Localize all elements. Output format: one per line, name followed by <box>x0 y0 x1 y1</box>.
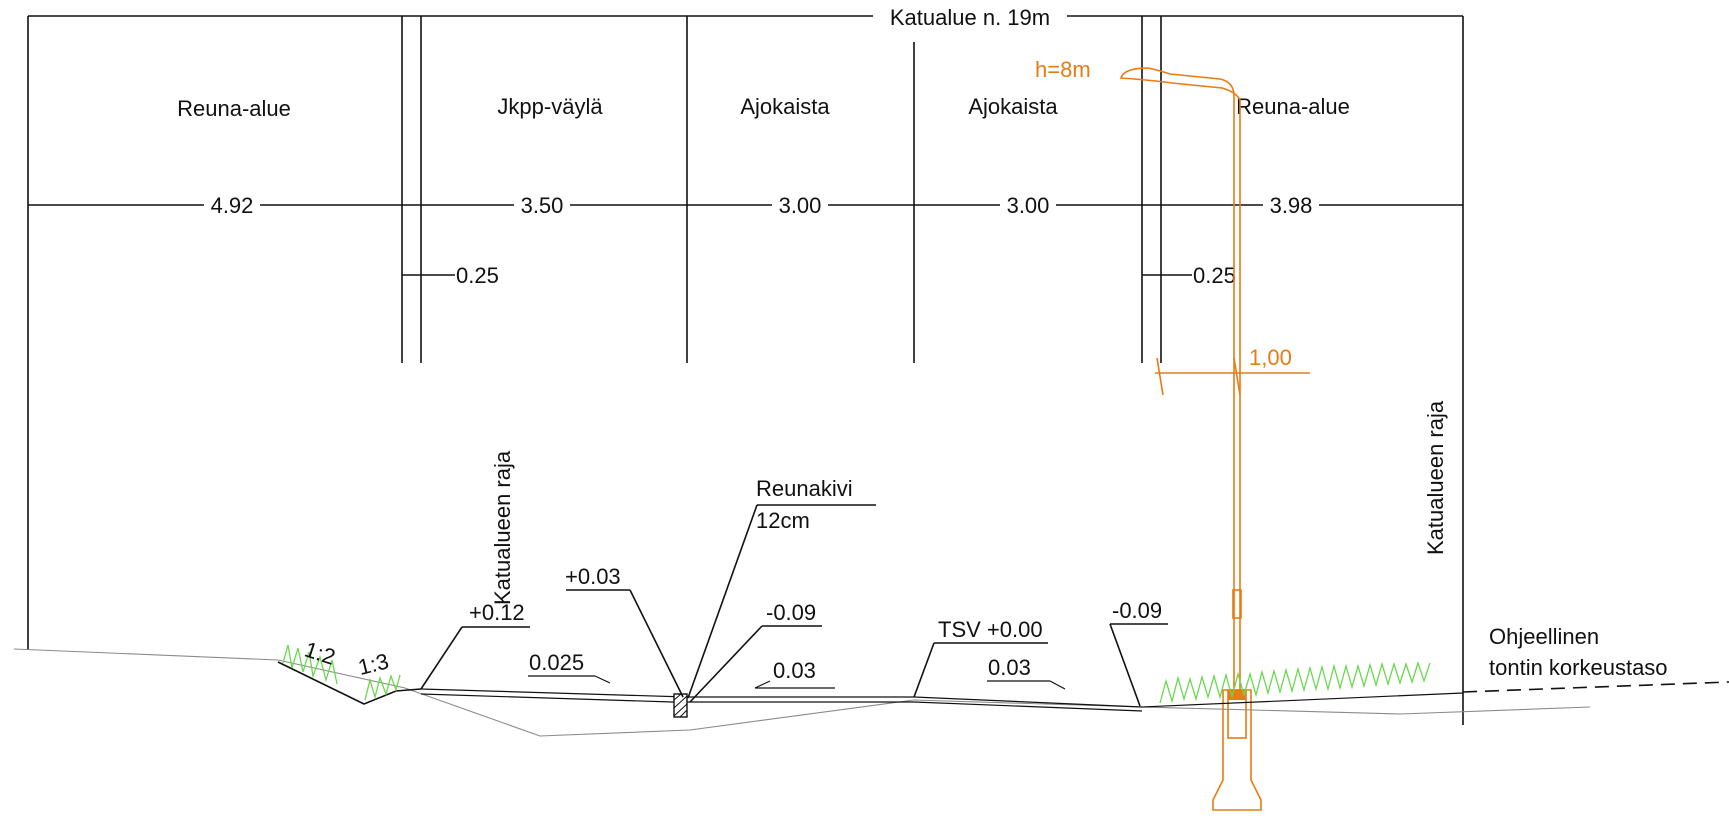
curb-size: 12cm <box>756 508 810 533</box>
width-lane-left: 3.00 <box>779 193 822 218</box>
slope-lane-right: 0.03 <box>988 655 1031 680</box>
existing-ground-line <box>13 648 1591 737</box>
zone-label-right-edge: Reuna-alue <box>1236 94 1350 119</box>
width-right-edge: 3.98 <box>1270 193 1313 218</box>
separator-width-right: 0.25 <box>1193 263 1236 288</box>
elevation-curb-bottom: -0.09 <box>766 600 816 625</box>
zone-frame <box>27 15 1464 725</box>
width-left-edge: 4.92 <box>211 193 254 218</box>
elevation-centerline: TSV +0.00 <box>938 617 1043 642</box>
width-pedestrian-path: 3.50 <box>521 193 564 218</box>
width-lane-right: 3.00 <box>1007 193 1050 218</box>
slope-ditch-right: 1:3 <box>356 648 392 680</box>
zone-label-left-edge: Reuna-alue <box>177 96 291 121</box>
note-line-1: Ohjeellinen <box>1489 624 1599 649</box>
grass-left <box>282 644 401 701</box>
boundary-label-left: Katualueen raja <box>490 450 515 605</box>
separator-width-left: 0.25 <box>456 263 499 288</box>
lamp-offset-label: 1,00 <box>1249 345 1292 370</box>
slope-lane-left: 0.03 <box>773 658 816 683</box>
zone-label-lane-left: Ajokaista <box>740 94 830 119</box>
note-line-2: tontin korkeustaso <box>1489 655 1668 680</box>
elevation-curb-top: +0.03 <box>565 564 621 589</box>
boundary-label-right: Katualueen raja <box>1423 400 1448 555</box>
zone-label-pedestrian-path: Jkpp-väylä <box>497 94 603 119</box>
slope-path: 0.025 <box>529 650 584 675</box>
elevation-right-edge: -0.09 <box>1112 598 1162 623</box>
street-area-title: Katualue n. 19m <box>890 5 1050 30</box>
street-lamp <box>1119 67 1310 811</box>
elevation-shoulder: +0.12 <box>469 600 525 625</box>
grass-right <box>1159 660 1431 704</box>
lamp-height-label: h=8m <box>1035 57 1091 82</box>
zone-label-lane-right: Ajokaista <box>968 94 1058 119</box>
curb-label: Reunakivi <box>756 476 853 501</box>
design-surface <box>277 661 1729 718</box>
